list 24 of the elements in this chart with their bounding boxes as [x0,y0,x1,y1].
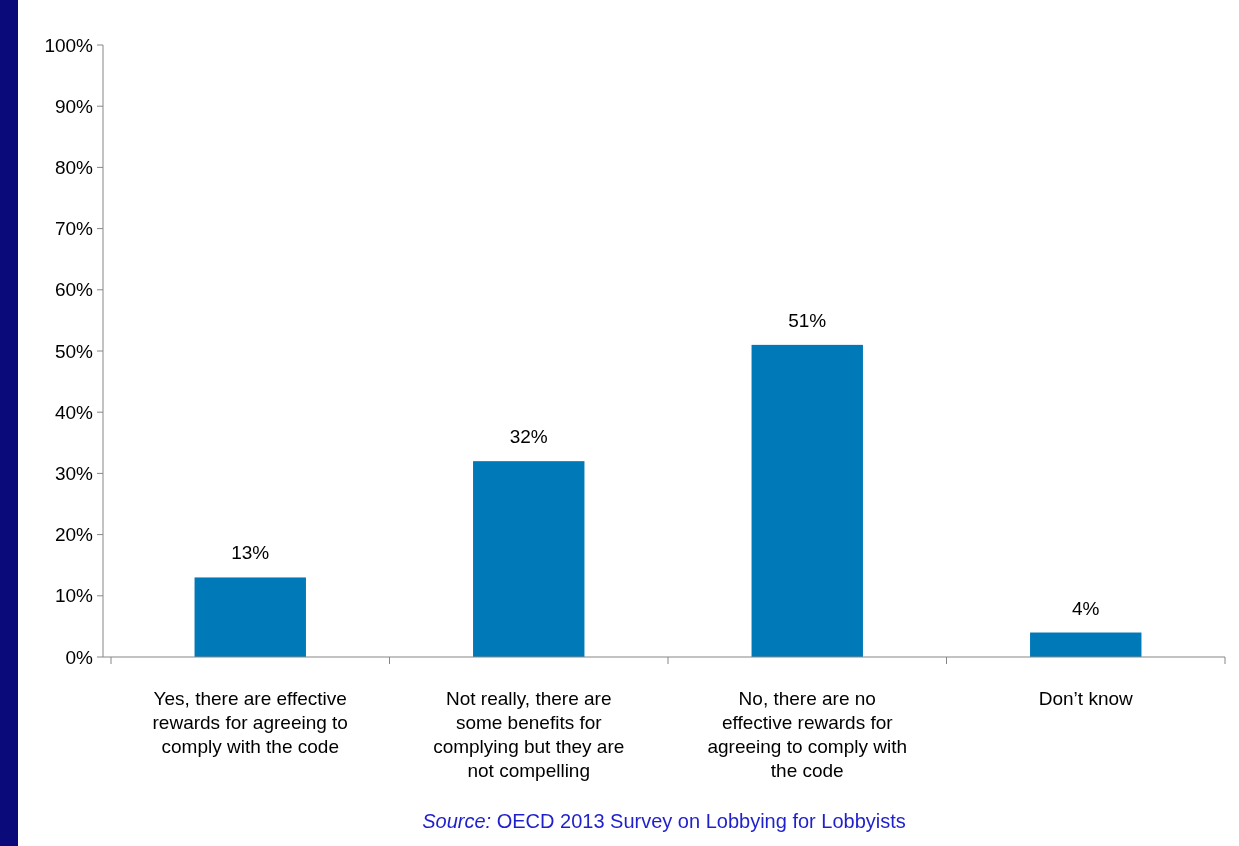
y-tick-label: 70% [54,218,94,240]
bar [751,344,863,657]
bar [194,577,306,657]
x-tick-label: Yes, there are effective rewards for agreeing to comply with the code [152,688,348,757]
data-label: 32% [509,426,548,448]
y-tick-label: 20% [54,524,94,546]
x-tick-label: Not really, there are some benefits for complying but they are not compelling [433,688,625,781]
y-tick-label: 100% [44,34,94,56]
bar [1030,632,1142,657]
y-tick-label: 50% [54,340,94,362]
source-note: Source: OECD 2013 Survey on Lobbying for Lobbyists [422,810,906,832]
x-tick-label: No, there are no effective rewards for agreeing to comply with the code [707,688,908,781]
y-tick-label: 0% [65,646,94,668]
bar [473,461,585,657]
y-tick-label: 40% [54,401,94,423]
y-tick-label: 80% [54,157,94,179]
data-label: 13% [231,542,270,564]
y-tick-label: 30% [54,463,94,485]
x-tick-label: Don’t know [1038,688,1134,709]
data-label: 4% [1072,597,1100,619]
data-label: 51% [788,309,827,331]
y-tick-label: 10% [54,585,94,607]
y-tick-label: 60% [54,279,94,301]
y-tick-label: 90% [54,95,94,117]
